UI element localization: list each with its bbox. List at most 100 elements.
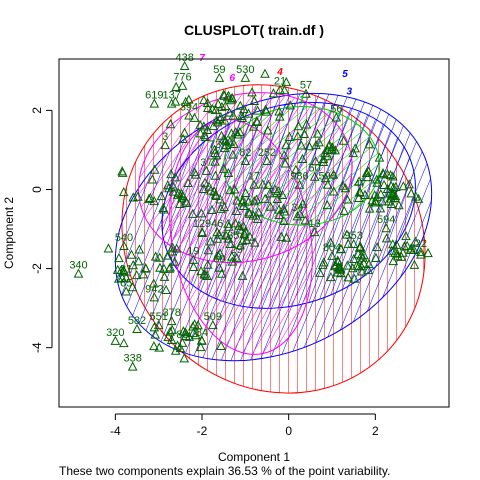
data-point (318, 257, 329, 267)
data-point (117, 166, 128, 176)
data-point (327, 250, 337, 260)
data-point (175, 342, 186, 353)
point-label: 619 (145, 90, 163, 102)
data-point (342, 194, 353, 204)
x-tick-label: 2 (372, 424, 379, 438)
data-point (183, 177, 193, 188)
data-point (154, 342, 165, 352)
data-point (260, 104, 271, 114)
point-label: 13 (309, 218, 321, 230)
data-point (164, 263, 175, 273)
data-point (231, 205, 242, 216)
data-point (364, 259, 374, 269)
data-point (73, 268, 84, 278)
data-point (235, 126, 245, 137)
point-label: 84 (196, 327, 208, 339)
data-point (167, 246, 178, 256)
data-point (235, 100, 246, 110)
data-point (320, 172, 331, 183)
data-point (388, 255, 399, 266)
data-point (322, 199, 333, 210)
data-point (170, 345, 181, 355)
data-point (332, 255, 343, 265)
data-point (118, 186, 129, 197)
cluster-labels: 4 5 3 7 6 1 (199, 53, 352, 106)
data-point (237, 235, 248, 245)
data-point (202, 97, 213, 108)
point-label: 530 (236, 64, 254, 76)
data-point (322, 151, 333, 161)
data-point (199, 94, 209, 105)
data-point (219, 142, 230, 153)
data-point (230, 218, 241, 228)
data-point (167, 324, 178, 335)
data-point (240, 72, 251, 82)
data-point (392, 251, 403, 261)
data-point (399, 241, 410, 251)
point-label: 17 (248, 171, 260, 183)
data-point (274, 111, 285, 121)
point-label: 57 (300, 80, 312, 92)
data-point (304, 141, 315, 151)
data-point (265, 188, 275, 198)
data-point (200, 177, 210, 187)
data-point (347, 263, 358, 273)
data-point (356, 250, 366, 260)
data-point (285, 100, 296, 110)
data-point (114, 252, 124, 263)
data-point (371, 174, 382, 184)
data-point (367, 195, 378, 205)
data-point (232, 129, 243, 139)
data-point (229, 184, 240, 194)
data-point (150, 251, 161, 261)
data-point (153, 319, 164, 330)
data-point (235, 240, 245, 250)
data-point (386, 198, 397, 208)
data-point (147, 174, 158, 184)
point-label: 594 (377, 214, 395, 226)
data-point (241, 234, 252, 245)
data-point (297, 198, 308, 208)
data-point (166, 334, 177, 345)
data-point (180, 327, 191, 337)
data-point (391, 239, 402, 249)
data-point (342, 229, 352, 239)
point-label: 540 (115, 232, 133, 244)
data-point (210, 104, 221, 115)
data-point (215, 248, 225, 258)
data-point (272, 187, 282, 198)
data-point (201, 165, 212, 175)
cluster-6-label: 6 (230, 73, 236, 84)
data-point (231, 252, 242, 262)
data-point (253, 207, 264, 217)
point-label: 65 (120, 277, 132, 289)
data-point (325, 237, 336, 247)
data-point (199, 268, 210, 278)
data-point (216, 203, 226, 213)
point-label: 953 (344, 230, 362, 242)
cluster-5-label: 5 (342, 69, 348, 80)
point-label: 88 (176, 329, 188, 341)
data-point (386, 245, 397, 255)
point-label: 804 (323, 242, 341, 254)
point-label: 21 (274, 76, 286, 88)
data-point (336, 243, 346, 253)
data-point (379, 179, 389, 190)
data-point (387, 190, 398, 200)
data-point (211, 190, 221, 201)
point-label: 776 (173, 72, 191, 84)
y-tick-label: -4 (30, 342, 44, 353)
data-point (248, 121, 259, 131)
data-point (274, 106, 284, 116)
data-point (165, 326, 175, 336)
data-point (156, 190, 167, 201)
data-point (207, 204, 217, 214)
data-point (188, 254, 199, 264)
data-point (323, 141, 334, 151)
data-point (144, 193, 154, 204)
data-point (145, 192, 156, 203)
data-point (342, 260, 353, 270)
cluster-ellipses (114, 84, 433, 394)
point-label: 986 (290, 171, 308, 183)
